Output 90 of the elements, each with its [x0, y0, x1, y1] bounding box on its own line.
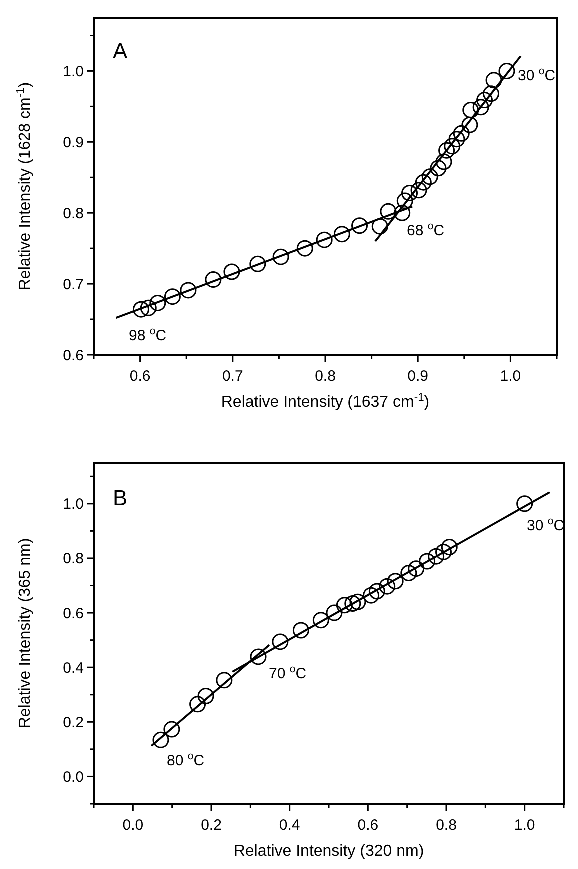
x-tick-label: 0.7	[222, 368, 244, 385]
y-tick-label: 1.0	[63, 496, 84, 514]
point	[316, 232, 333, 248]
point	[379, 578, 396, 595]
point	[152, 732, 170, 748]
point	[190, 696, 206, 713]
y-tick-label: 0.8	[63, 550, 84, 568]
x-tick-label: 0.8	[436, 817, 457, 834]
point	[436, 154, 452, 170]
annotation: A	[113, 38, 128, 64]
point	[408, 560, 425, 578]
y-tick-label: 1.0	[63, 63, 84, 80]
point	[363, 587, 380, 604]
point	[372, 218, 388, 235]
x-tick-label: 1.0	[514, 817, 536, 834]
y-tick-label: 0.6	[63, 605, 84, 622]
point	[326, 604, 343, 622]
annotation: 30 $^{o}$C	[518, 65, 556, 84]
point	[476, 92, 494, 109]
point	[368, 583, 386, 600]
annotation: 80 $^{o}$C	[167, 750, 205, 770]
y-tick-label: 0.2	[63, 714, 84, 732]
point	[140, 300, 157, 316]
x-tick-label: 0.6	[358, 817, 379, 834]
y-tick-label: 0.7	[63, 276, 84, 294]
x-axis-title: Relative Intensity (1637 cm$^{-1}$)	[221, 392, 430, 411]
point	[430, 160, 447, 177]
point	[436, 544, 452, 560]
annotation: B	[113, 486, 128, 511]
point	[352, 218, 368, 234]
point	[224, 264, 240, 280]
point	[216, 672, 233, 689]
point	[428, 548, 445, 565]
x-tick-label: 1.0	[500, 368, 522, 385]
x-tick-label: 0.2	[201, 817, 222, 834]
annotation: 98 $^{o}$C	[129, 325, 167, 344]
point	[453, 125, 470, 142]
point	[402, 184, 418, 202]
point	[272, 634, 289, 650]
point	[336, 597, 353, 614]
x-tick-label: 0.9	[408, 368, 429, 385]
point	[296, 240, 314, 257]
point	[486, 72, 502, 89]
point	[415, 174, 432, 191]
point	[132, 301, 150, 318]
point	[422, 168, 438, 186]
point	[394, 204, 411, 222]
point	[272, 248, 290, 266]
point	[462, 102, 480, 118]
point	[334, 226, 350, 243]
x-tick-label: 0.8	[315, 368, 336, 385]
point	[419, 553, 436, 570]
point	[292, 622, 310, 639]
point	[344, 596, 362, 612]
point	[150, 294, 166, 312]
point	[441, 539, 458, 556]
point	[164, 288, 181, 306]
point	[410, 182, 428, 199]
point	[400, 564, 418, 582]
point	[180, 282, 197, 299]
point	[250, 256, 266, 272]
point	[438, 142, 456, 159]
point	[312, 612, 330, 629]
y-axis-title: Relative Intensity (365 nm)	[17, 538, 34, 729]
point	[250, 648, 267, 666]
y-tick-label: 0.0	[63, 768, 84, 786]
point	[444, 138, 461, 155]
y-tick-label: 0.6	[63, 347, 84, 364]
y-tick-label: 0.4	[63, 660, 84, 677]
point	[472, 99, 490, 116]
point	[205, 272, 222, 288]
point	[498, 62, 516, 80]
y-tick-label: 0.8	[63, 205, 84, 222]
x-tick-label: 0.4	[279, 817, 300, 834]
point	[396, 192, 414, 210]
point	[483, 86, 500, 102]
point	[198, 688, 214, 704]
point	[516, 496, 534, 512]
x-axis-title: Relative Intensity (320 nm)	[234, 843, 424, 860]
point	[448, 131, 466, 148]
annotation: 68 $^{o}$C	[407, 220, 445, 240]
x-tick-label: 0.0	[122, 817, 144, 834]
annotation: 70 $^{o}$C	[269, 663, 307, 682]
point	[350, 594, 366, 610]
point	[164, 721, 180, 738]
y-tick-label: 0.9	[63, 134, 84, 152]
point	[462, 116, 478, 134]
point	[380, 203, 397, 220]
point	[387, 573, 404, 590]
x-tick-label: 0.6	[130, 368, 151, 385]
